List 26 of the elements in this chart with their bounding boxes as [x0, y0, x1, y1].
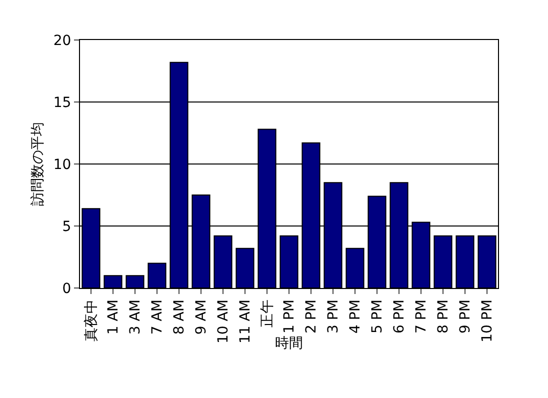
x-tick-label: 3 PM	[326, 300, 342, 334]
y-tick-label: 10	[53, 156, 72, 173]
y-axis-title: 訪問数の平均	[30, 122, 46, 206]
x-tick-label: 6 PM	[392, 300, 408, 334]
x-tick-label: 10 PM	[480, 300, 496, 342]
x-tick-label: 8 AM	[172, 300, 188, 335]
x-tick-label: 10 AM	[216, 300, 232, 344]
x-tick-label: 2 PM	[304, 300, 320, 334]
x-tick-label: 7 PM	[414, 300, 430, 334]
x-tick-label: 正午	[260, 300, 276, 328]
x-tick-label: 3 AM	[128, 300, 144, 335]
x-tick-label: 1 AM	[106, 300, 122, 335]
x-tick-label: 真夜中	[84, 300, 100, 342]
x-tick-label: 9 PM	[458, 300, 474, 334]
y-tick-label: 0	[62, 280, 72, 297]
x-tick-label: 7 AM	[150, 300, 166, 335]
x-tick-label: 11 AM	[238, 300, 254, 344]
y-tick-label: 15	[53, 94, 72, 111]
x-tick-label: 1 PM	[282, 300, 298, 334]
x-tick-label: 9 AM	[194, 300, 210, 335]
y-tick-label: 5	[62, 218, 72, 235]
x-axis-title: 時間	[275, 335, 303, 352]
x-tick-label: 8 PM	[436, 300, 452, 334]
x-tick-label: 5 PM	[370, 300, 386, 334]
y-tick-label: 20	[53, 32, 72, 49]
x-tick-label: 4 PM	[348, 300, 364, 334]
